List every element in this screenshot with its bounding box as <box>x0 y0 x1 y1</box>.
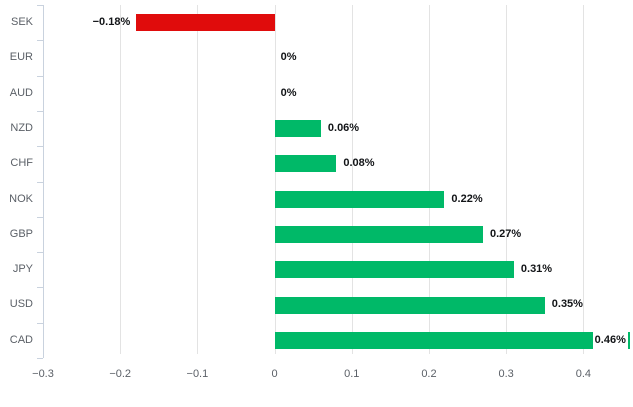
y-axis-tick <box>37 146 43 148</box>
value-label: 0.35% <box>551 298 583 311</box>
gridline <box>274 5 276 354</box>
positive-bar <box>274 331 630 349</box>
value-label: 0.22% <box>451 192 483 205</box>
positive-bar <box>274 190 445 208</box>
x-tick-label: −0.2 <box>109 368 132 380</box>
category-label: JPY <box>12 263 33 276</box>
value-label: 0.31% <box>520 263 553 276</box>
category-label: SEK <box>10 16 33 28</box>
category-label: CHF <box>10 157 33 170</box>
y-axis-line <box>43 5 44 358</box>
category-label: AUD <box>9 86 33 99</box>
y-axis-tick <box>37 5 43 6</box>
value-label: −0.18% <box>92 16 131 28</box>
value-label: 0% <box>280 51 297 64</box>
y-axis-tick <box>37 252 43 254</box>
category-label: GBP <box>9 227 33 240</box>
negative-bar <box>135 14 275 32</box>
y-axis-tick <box>37 358 43 359</box>
value-label: 0.27% <box>490 227 522 240</box>
gridline <box>197 5 199 354</box>
x-tick-label: 0.1 <box>344 368 360 380</box>
category-label: CAD <box>9 333 33 346</box>
category-label: USD <box>9 298 33 311</box>
gridline <box>428 5 430 354</box>
category-label: EUR <box>9 51 33 64</box>
value-label: 0.46% <box>592 322 628 358</box>
x-tick-label: 0 <box>271 368 278 380</box>
y-axis-tick <box>37 287 43 289</box>
y-axis-tick <box>37 181 43 183</box>
positive-bar <box>274 261 514 279</box>
x-tick-label: 0.4 <box>575 368 591 380</box>
value-label: 0.06% <box>327 121 360 134</box>
x-tick-label: 0.2 <box>421 368 437 380</box>
x-tick-label: −0.1 <box>186 368 209 380</box>
gridline <box>120 5 122 354</box>
y-axis-tick <box>37 216 43 218</box>
value-label: 0.08% <box>343 157 375 170</box>
gridline <box>351 5 353 354</box>
positive-bar <box>274 296 545 314</box>
gridline <box>506 5 508 354</box>
y-axis-tick <box>37 75 43 77</box>
positive-bar <box>274 120 321 138</box>
y-axis-tick <box>37 40 43 42</box>
y-axis-tick <box>37 322 43 324</box>
category-label: NZD <box>10 121 33 134</box>
value-label: 0% <box>280 86 297 99</box>
positive-bar <box>274 225 483 243</box>
x-tick-label: 0.3 <box>498 368 514 380</box>
category-label: NOK <box>9 192 33 205</box>
y-axis-tick <box>37 110 43 112</box>
gridline <box>583 5 585 354</box>
positive-bar <box>274 155 337 173</box>
x-tick-label: −0.3 <box>32 368 54 380</box>
